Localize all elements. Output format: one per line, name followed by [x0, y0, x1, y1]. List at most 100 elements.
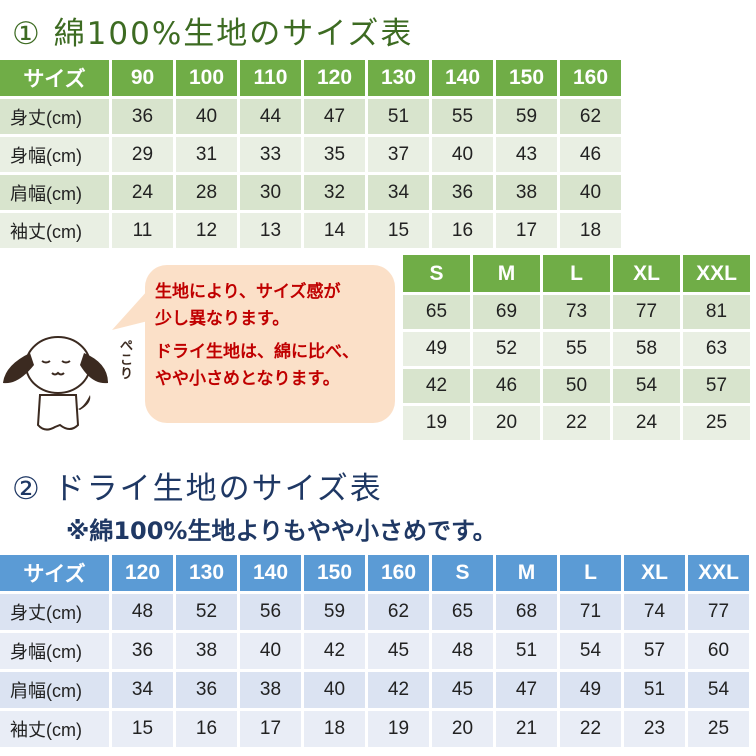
table-cell: 46 [560, 137, 621, 172]
table-cell: 49 [560, 672, 621, 708]
header-cell: XL [613, 255, 680, 292]
table-cell: 36 [112, 99, 173, 134]
table-cell: 47 [496, 672, 557, 708]
bubble-line: ドライ生地は、綿に比べ、 [155, 342, 359, 362]
table-cell: 49 [403, 332, 470, 366]
table-cell: 23 [624, 711, 685, 747]
table-cell: 肩幅(cm) [0, 672, 109, 708]
table-cell: 60 [688, 633, 749, 669]
table-cell: 65 [403, 295, 470, 329]
table-row: 身丈(cm) 48 52 56 59 62 65 68 71 74 77 [0, 594, 749, 630]
table-cell: 身幅(cm) [0, 633, 109, 669]
table-cell: 25 [683, 406, 750, 440]
table-row: 42 46 50 54 57 [403, 369, 750, 403]
table-cell: 55 [432, 99, 493, 134]
table-cell: 19 [403, 406, 470, 440]
table-cell: 51 [496, 633, 557, 669]
table-cell: 22 [560, 711, 621, 747]
table-cell: 37 [368, 137, 429, 172]
title-cotton: ① 綿100%生地のサイズ表 [12, 16, 414, 52]
table-cell: 40 [560, 175, 621, 210]
table-cell: 40 [432, 137, 493, 172]
header-cell: 110 [240, 60, 301, 96]
header-cell: 150 [496, 60, 557, 96]
table-cell: 44 [240, 99, 301, 134]
table-cell: 68 [496, 594, 557, 630]
table-cell: 58 [613, 332, 680, 366]
table-cell: 32 [304, 175, 365, 210]
table-cell: 20 [473, 406, 540, 440]
table-cell: 52 [176, 594, 237, 630]
table-cell: 17 [240, 711, 301, 747]
table-cell: 29 [112, 137, 173, 172]
table-cell: 54 [560, 633, 621, 669]
table-cell: 40 [240, 633, 301, 669]
header-cell: 130 [176, 555, 237, 591]
table-cell: 62 [368, 594, 429, 630]
table-cell: 15 [368, 213, 429, 248]
header-row: サイズ 90 100 110 120 130 140 150 160 [0, 60, 621, 96]
table-cell: 65 [432, 594, 493, 630]
header-row: サイズ 120 130 140 150 160 S M L XL XXL [0, 555, 749, 591]
table-cell: 40 [304, 672, 365, 708]
table-cell: 34 [368, 175, 429, 210]
table-cell: 55 [543, 332, 610, 366]
cotton-size-table: サイズ 90 100 110 120 130 140 150 160 身丈(cm) 36 40 44 47… [0, 57, 624, 251]
header-cell: 90 [112, 60, 173, 96]
header-cell: 120 [112, 555, 173, 591]
table-cell: 18 [560, 213, 621, 248]
table-cell: 54 [613, 369, 680, 403]
table-cell: 42 [403, 369, 470, 403]
table-cell: 肩幅(cm) [0, 175, 109, 210]
table-row: 19 20 22 24 25 [403, 406, 750, 440]
table-cell: 18 [304, 711, 365, 747]
header-cell: XXL [683, 255, 750, 292]
header-cell: 160 [560, 60, 621, 96]
table-cell: 13 [240, 213, 301, 248]
table-cell: 15 [112, 711, 173, 747]
table-cell: 43 [496, 137, 557, 172]
table-cell: 身幅(cm) [0, 137, 109, 172]
table-cell: 身丈(cm) [0, 594, 109, 630]
table-cell: 77 [613, 295, 680, 329]
table-row: 身丈(cm) 36 40 44 47 51 55 59 62 [0, 99, 621, 134]
table-cell: 71 [560, 594, 621, 630]
table-cell: 57 [624, 633, 685, 669]
table-cell: 69 [473, 295, 540, 329]
header-cell: 140 [432, 60, 493, 96]
table-cell: 24 [613, 406, 680, 440]
header-row: S M L XL XXL [403, 255, 750, 292]
table-cell: 22 [543, 406, 610, 440]
table-row: 袖丈(cm) 11 12 13 14 15 16 17 18 [0, 213, 621, 248]
table-cell: 袖丈(cm) [0, 213, 109, 248]
table-cell: 45 [432, 672, 493, 708]
table-cell: 33 [240, 137, 301, 172]
table-cell: 73 [543, 295, 610, 329]
header-cell: S [432, 555, 493, 591]
bubble-line: 少し異なります。 [155, 309, 290, 329]
header-cell: 120 [304, 60, 365, 96]
header-cell: L [560, 555, 621, 591]
table-cell: 36 [432, 175, 493, 210]
table-row: 肩幅(cm) 24 28 30 32 34 36 38 40 [0, 175, 621, 210]
table-cell: 38 [496, 175, 557, 210]
subtitle-dry: ※綿100%生地よりもやや小さめです。 [66, 517, 497, 545]
table-cell: 袖丈(cm) [0, 711, 109, 747]
table-cell: 30 [240, 175, 301, 210]
table-cell: 36 [176, 672, 237, 708]
table-row: 身幅(cm) 36 38 40 42 45 48 51 54 57 60 [0, 633, 749, 669]
table-cell: 17 [496, 213, 557, 248]
dry-size-table: サイズ 120 130 140 150 160 S M L XL XXL 身丈(cm) 48 52 56 59… [0, 552, 752, 750]
table-cell: 40 [176, 99, 237, 134]
table-cell: 63 [683, 332, 750, 366]
table-cell: 16 [432, 213, 493, 248]
header-cell: XL [624, 555, 685, 591]
header-cell: 160 [368, 555, 429, 591]
table-row: 袖丈(cm) 15 16 17 18 19 20 21 22 23 25 [0, 711, 749, 747]
header-cell: 130 [368, 60, 429, 96]
table-cell: 19 [368, 711, 429, 747]
table-cell: 51 [624, 672, 685, 708]
table-cell: 46 [473, 369, 540, 403]
table-cell: 20 [432, 711, 493, 747]
table-cell: 77 [688, 594, 749, 630]
